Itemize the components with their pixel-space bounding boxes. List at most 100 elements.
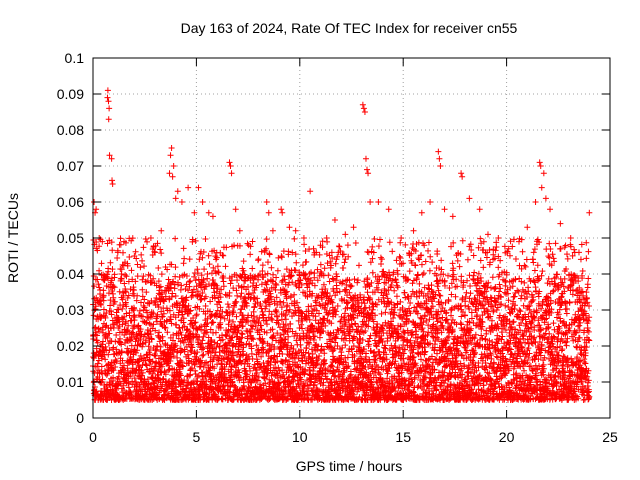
data-point [108,308,115,315]
data-point [464,256,471,263]
data-point [143,319,150,326]
data-point [94,360,101,367]
data-point [121,340,128,347]
data-point [103,383,110,390]
data-point [247,367,254,374]
data-point [264,270,271,277]
data-point [369,243,376,250]
data-point [112,364,119,371]
data-point [134,261,141,268]
data-point [107,259,114,266]
data-point [462,293,469,300]
data-point [157,246,164,253]
data-point [147,331,154,338]
data-point [160,297,167,304]
data-point [125,322,132,329]
data-point [151,248,158,255]
data-point [102,356,109,363]
data-point [90,312,97,319]
data-point [110,367,117,374]
data-point [161,298,168,305]
data-point [220,283,227,290]
data-point [386,346,393,353]
data-point [98,363,105,370]
data-point [255,256,262,263]
data-point [263,236,270,243]
data-point [229,308,236,315]
data-point [150,310,157,317]
data-point [166,280,173,287]
data-point [107,302,114,309]
data-point [155,265,162,272]
data-point [138,372,145,379]
data-point [156,329,163,336]
data-point [155,303,162,310]
data-point [94,247,101,254]
data-point [150,321,157,328]
data-point [438,257,445,264]
data-point [128,267,135,274]
data-point [139,361,146,368]
data-point [108,275,115,282]
data-point [212,329,219,336]
data-point [125,379,132,386]
data-point [98,388,105,395]
data-point [93,239,100,246]
data-point [172,264,179,271]
data-point [170,353,177,360]
data-point [100,292,107,299]
data-point [210,319,217,326]
data-point [299,262,306,269]
data-point [124,327,131,334]
data-point [114,350,121,357]
data-point [378,260,385,267]
data-point [152,352,159,359]
data-point [104,334,111,341]
data-point [187,277,194,284]
data-point [138,367,145,374]
data-point [436,292,443,299]
data-point [138,299,145,306]
data-point [114,254,121,261]
data-point [108,338,115,345]
data-point [436,347,443,354]
data-point [122,289,129,296]
data-point [117,235,124,242]
data-point [457,320,464,327]
data-point [112,356,119,363]
data-point [121,362,127,369]
data-point [222,263,229,270]
data-point [122,271,129,278]
data-point [172,235,179,242]
data-point [371,236,378,243]
data-point [208,320,215,327]
data-point [122,318,129,325]
data-point [97,379,104,386]
data-point [126,388,133,395]
data-point [139,257,146,264]
data-point [144,238,151,245]
data-point [168,261,175,268]
data-point [146,320,153,327]
data-point [178,282,185,289]
data-point [139,286,146,293]
data-point [332,335,339,342]
data-point [425,247,432,254]
data-point [355,262,362,269]
data-point [174,354,181,361]
data-point [141,263,148,270]
data-point [386,239,393,246]
data-point [240,258,247,265]
data-point [214,263,221,270]
data-point [137,326,144,333]
data-point [113,358,120,365]
data-point [100,297,107,304]
data-point [146,347,153,354]
data-point [147,272,154,279]
data-point [170,278,177,285]
data-point [161,368,168,375]
data-point [145,343,152,350]
data-point [140,273,147,280]
data-point [139,341,146,348]
data-point [130,287,137,294]
